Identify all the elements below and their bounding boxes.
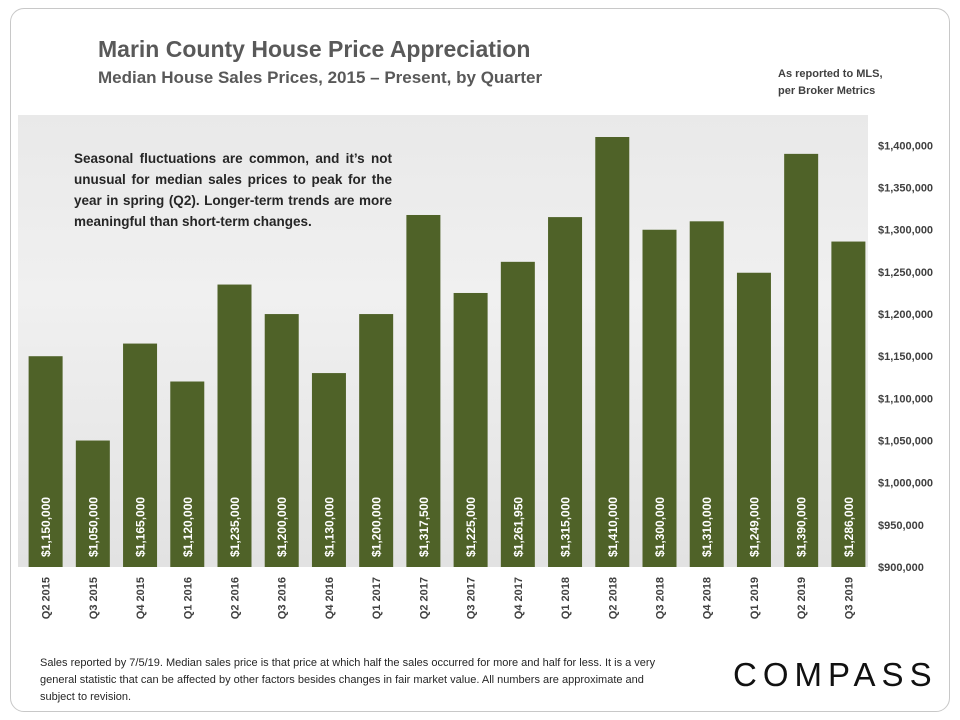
y-tick-label: $1,050,000 <box>878 436 933 448</box>
x-tick-label: Q1 2016 <box>182 577 194 619</box>
source-line-2: per Broker Metrics <box>778 85 876 97</box>
bar-data-label: $1,225,000 <box>464 497 478 557</box>
bar-data-label: $1,050,000 <box>86 497 100 557</box>
bar-data-label: $1,286,000 <box>842 497 856 557</box>
bar-data-label: $1,165,000 <box>134 497 148 557</box>
bar <box>642 229 677 567</box>
bar <box>689 221 724 567</box>
x-tick-label: Q2 2018 <box>607 577 619 619</box>
x-tick-label: Q2 2019 <box>796 577 808 619</box>
bar-data-label: $1,410,000 <box>606 497 620 557</box>
x-tick-label: Q3 2016 <box>277 577 289 619</box>
bar <box>736 272 771 567</box>
bar <box>359 314 394 567</box>
bar-data-label: $1,249,000 <box>747 497 761 557</box>
bar-data-label: $1,300,000 <box>653 497 667 557</box>
x-tick-label: Q1 2018 <box>560 577 572 619</box>
x-tick-label: Q1 2017 <box>371 577 383 619</box>
bar-data-label: $1,310,000 <box>700 497 714 557</box>
bar-data-label: $1,261,950 <box>511 497 525 557</box>
plot-area <box>18 115 868 567</box>
bar <box>311 373 346 567</box>
y-tick-label: $900,000 <box>878 562 924 574</box>
bar-data-label: $1,315,000 <box>559 497 573 557</box>
y-tick-label: $1,000,000 <box>878 478 933 490</box>
bar <box>170 381 205 567</box>
y-tick-label: $1,150,000 <box>878 351 933 363</box>
x-tick-label: Q4 2016 <box>324 577 336 619</box>
x-tick-label: Q4 2018 <box>702 577 714 619</box>
bar <box>595 137 630 567</box>
x-tick-label: Q3 2018 <box>655 577 667 619</box>
compass-logo: COMPASS <box>733 656 938 693</box>
bar-data-label: $1,390,000 <box>795 497 809 557</box>
bar <box>75 440 110 567</box>
x-tick-label: Q2 2017 <box>418 577 430 619</box>
y-tick-label: $1,250,000 <box>878 267 933 279</box>
bar-data-label: $1,120,000 <box>181 497 195 557</box>
bar <box>500 261 535 567</box>
bar-data-label: $1,317,500 <box>417 497 431 557</box>
x-tick-label: Q4 2017 <box>513 577 525 619</box>
bar <box>784 153 819 568</box>
annotation-text: Seasonal fluctuations are common, and it… <box>74 151 392 229</box>
bar <box>831 241 866 568</box>
bar <box>217 284 252 567</box>
bar-data-label: $1,150,000 <box>39 497 53 557</box>
bar-data-label: $1,235,000 <box>228 497 242 557</box>
y-tick-label: $1,300,000 <box>878 225 933 237</box>
chart-subtitle: Median House Sales Prices, 2015 – Presen… <box>98 68 543 87</box>
bar <box>123 343 158 567</box>
y-tick-label: $1,100,000 <box>878 393 933 405</box>
bar-data-label: $1,200,000 <box>370 497 384 557</box>
bar <box>264 314 299 567</box>
chart-title: Marin County House Price Appreciation <box>98 36 531 62</box>
x-tick-label: Q1 2019 <box>749 577 761 619</box>
y-tick-label: $1,200,000 <box>878 309 933 321</box>
x-tick-label: Q2 2016 <box>230 577 242 619</box>
x-tick-label: Q3 2015 <box>88 577 100 619</box>
bar-data-label: $1,130,000 <box>322 497 336 557</box>
x-tick-label: Q3 2019 <box>843 577 855 619</box>
bar <box>548 217 583 568</box>
bar <box>28 356 63 567</box>
y-tick-label: $950,000 <box>878 520 924 532</box>
bar <box>406 214 441 568</box>
y-tick-label: $1,350,000 <box>878 183 933 195</box>
y-tick-label: $1,400,000 <box>878 140 933 152</box>
x-tick-label: Q3 2017 <box>466 577 478 619</box>
x-tick-label: Q4 2015 <box>135 577 147 619</box>
footnote: Sales reported by 7/5/19. Median sales p… <box>40 657 656 703</box>
source-note: As reported to MLS, per Broker Metrics <box>778 66 918 100</box>
bar-data-label: $1,200,000 <box>275 497 289 557</box>
x-tick-label: Q2 2015 <box>41 577 53 619</box>
bar <box>453 292 488 567</box>
source-line-1: As reported to MLS, <box>778 68 883 80</box>
